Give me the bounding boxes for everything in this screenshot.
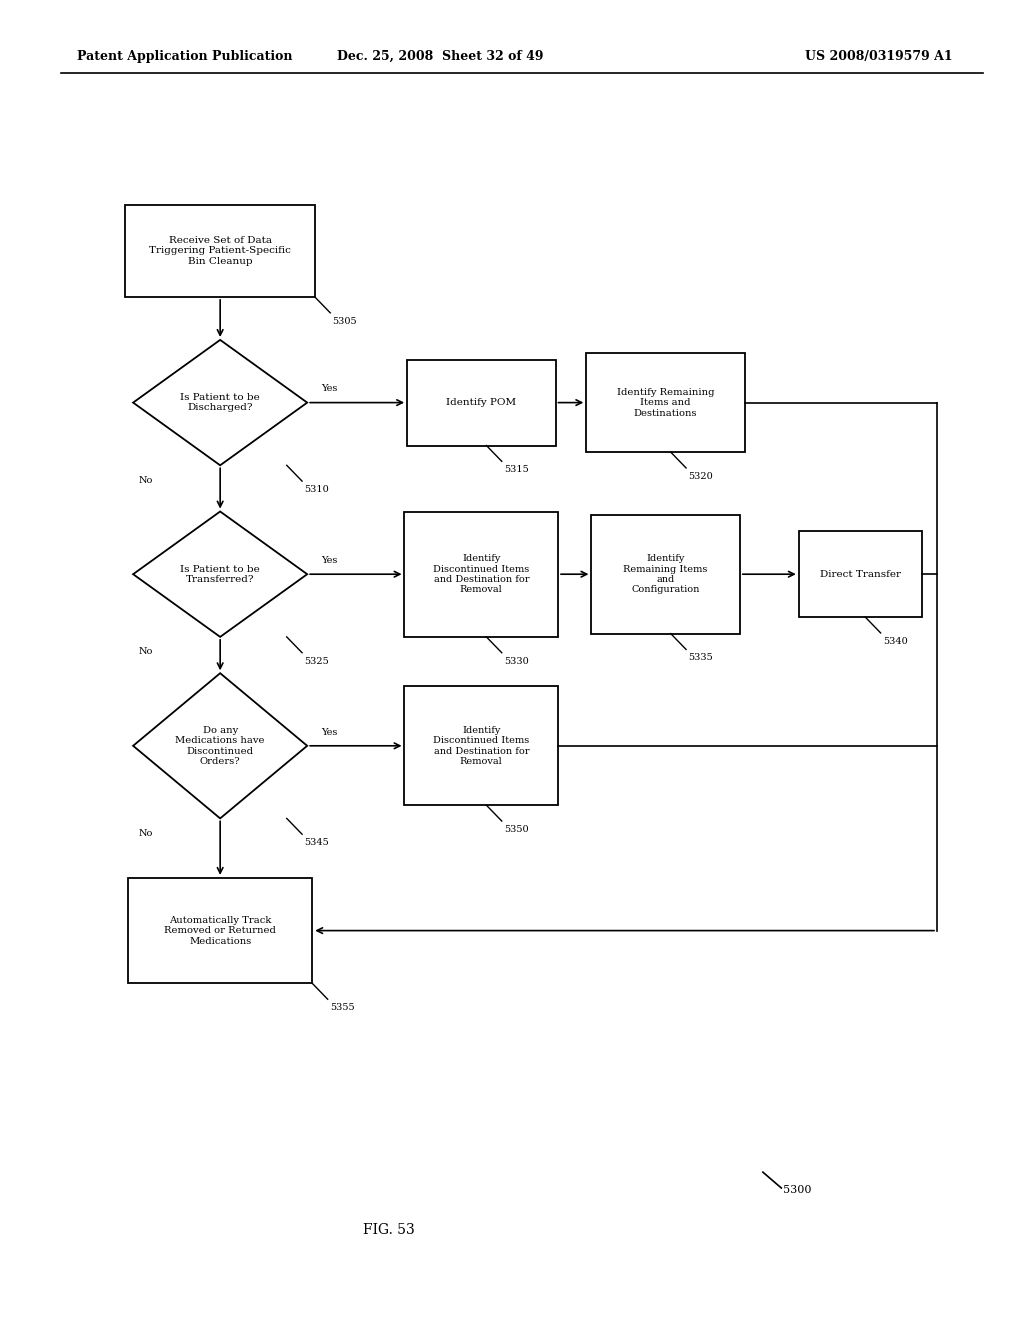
Text: Yes: Yes — [322, 384, 338, 393]
Text: 5300: 5300 — [783, 1185, 812, 1196]
Text: 5355: 5355 — [330, 1003, 354, 1012]
Text: Identify POM: Identify POM — [446, 399, 516, 407]
Text: 5340: 5340 — [883, 638, 907, 645]
Text: Patent Application Publication: Patent Application Publication — [77, 50, 292, 63]
Text: Yes: Yes — [322, 727, 338, 737]
Bar — [407, 359, 555, 446]
Text: Is Patient to be
Discharged?: Is Patient to be Discharged? — [180, 393, 260, 412]
Text: 5350: 5350 — [504, 825, 528, 834]
Bar — [586, 354, 745, 451]
Polygon shape — [133, 512, 307, 638]
Text: No: No — [138, 648, 153, 656]
Text: Identify
Remaining Items
and
Configuration: Identify Remaining Items and Configurati… — [624, 554, 708, 594]
Bar — [128, 878, 312, 983]
Text: Identify
Discontinued Items
and Destination for
Removal: Identify Discontinued Items and Destinat… — [433, 726, 529, 766]
Text: 5305: 5305 — [332, 317, 357, 326]
Text: 5330: 5330 — [504, 657, 528, 665]
Text: 5345: 5345 — [304, 838, 329, 847]
Bar — [592, 515, 739, 634]
Text: Identify Remaining
Items and
Destinations: Identify Remaining Items and Destination… — [616, 388, 715, 417]
Text: Receive Set of Data
Triggering Patient-Specific
Bin Cleanup: Receive Set of Data Triggering Patient-S… — [150, 236, 291, 265]
Bar — [799, 532, 922, 618]
Text: 5315: 5315 — [504, 466, 528, 474]
Text: No: No — [138, 477, 153, 484]
Text: 5320: 5320 — [688, 473, 713, 480]
Text: Automatically Track
Removed or Returned
Medications: Automatically Track Removed or Returned … — [164, 916, 276, 945]
Bar — [404, 686, 558, 805]
Bar — [125, 205, 315, 297]
Text: Direct Transfer: Direct Transfer — [819, 570, 901, 578]
Text: Identify
Discontinued Items
and Destination for
Removal: Identify Discontinued Items and Destinat… — [433, 554, 529, 594]
Bar — [404, 512, 558, 638]
Text: Is Patient to be
Transferred?: Is Patient to be Transferred? — [180, 565, 260, 583]
Polygon shape — [133, 673, 307, 818]
Text: 5335: 5335 — [688, 653, 713, 663]
Text: Do any
Medications have
Discontinued
Orders?: Do any Medications have Discontinued Ord… — [175, 726, 265, 766]
Text: Yes: Yes — [322, 556, 338, 565]
Text: 5310: 5310 — [304, 486, 329, 494]
Text: FIG. 53: FIG. 53 — [364, 1224, 415, 1237]
Text: 5325: 5325 — [304, 657, 329, 665]
Text: US 2008/0319579 A1: US 2008/0319579 A1 — [805, 50, 952, 63]
Text: Dec. 25, 2008  Sheet 32 of 49: Dec. 25, 2008 Sheet 32 of 49 — [337, 50, 544, 63]
Text: No: No — [138, 829, 153, 838]
Polygon shape — [133, 341, 307, 466]
